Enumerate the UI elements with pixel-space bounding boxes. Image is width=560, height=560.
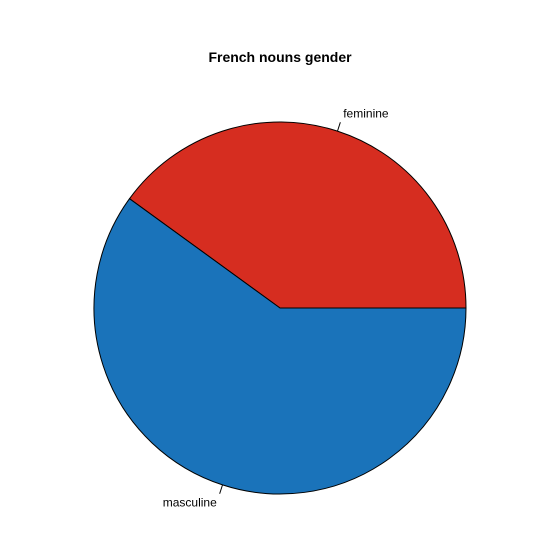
slice-label-masculine: masculine (163, 496, 217, 510)
label-tick-masculine (219, 484, 223, 494)
pie-labels: feminine masculine (163, 106, 389, 509)
pie-slices (93, 121, 467, 495)
pie-slice-masculine (93, 197, 467, 495)
label-tick-feminine (337, 122, 341, 132)
chart-title: French nouns gender (208, 49, 352, 65)
slice-label-feminine: feminine (343, 106, 389, 120)
